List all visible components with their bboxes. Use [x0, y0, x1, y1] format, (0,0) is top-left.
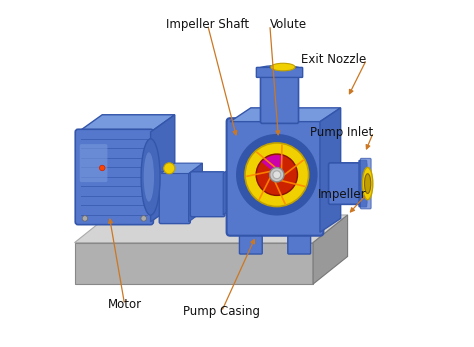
Text: Motor: Motor: [108, 298, 142, 311]
Polygon shape: [230, 108, 341, 122]
Polygon shape: [313, 215, 347, 284]
Ellipse shape: [365, 174, 371, 194]
Text: Pump Inlet: Pump Inlet: [310, 126, 374, 138]
Ellipse shape: [144, 152, 154, 202]
Circle shape: [245, 143, 309, 206]
Polygon shape: [161, 163, 202, 174]
FancyBboxPatch shape: [360, 158, 371, 209]
Circle shape: [270, 168, 284, 182]
FancyBboxPatch shape: [75, 129, 154, 225]
FancyBboxPatch shape: [359, 160, 366, 207]
Text: Impeller Shaft: Impeller Shaft: [166, 18, 249, 31]
Ellipse shape: [363, 168, 373, 200]
Text: Pump Casing: Pump Casing: [183, 305, 260, 318]
Ellipse shape: [257, 66, 302, 74]
Circle shape: [141, 216, 146, 221]
Polygon shape: [189, 163, 202, 222]
FancyBboxPatch shape: [191, 172, 225, 217]
Polygon shape: [151, 115, 175, 222]
Wedge shape: [262, 155, 283, 175]
FancyBboxPatch shape: [261, 71, 299, 124]
Ellipse shape: [141, 139, 160, 215]
Polygon shape: [320, 108, 341, 232]
FancyBboxPatch shape: [239, 228, 262, 254]
FancyBboxPatch shape: [159, 172, 191, 223]
Circle shape: [82, 216, 88, 221]
Polygon shape: [223, 163, 237, 215]
Circle shape: [164, 163, 175, 174]
FancyBboxPatch shape: [288, 228, 310, 254]
Text: Exit Nozzle: Exit Nozzle: [301, 53, 366, 66]
FancyBboxPatch shape: [80, 144, 108, 182]
FancyBboxPatch shape: [328, 163, 366, 204]
Circle shape: [256, 154, 298, 195]
Polygon shape: [74, 215, 347, 243]
Circle shape: [273, 171, 281, 179]
FancyBboxPatch shape: [256, 67, 303, 77]
Text: Impeller: Impeller: [318, 188, 366, 201]
Circle shape: [100, 165, 105, 171]
Circle shape: [237, 135, 317, 214]
Ellipse shape: [271, 63, 295, 71]
FancyBboxPatch shape: [227, 118, 323, 236]
Text: Volute: Volute: [270, 18, 307, 31]
Polygon shape: [78, 115, 175, 132]
Polygon shape: [74, 243, 313, 284]
